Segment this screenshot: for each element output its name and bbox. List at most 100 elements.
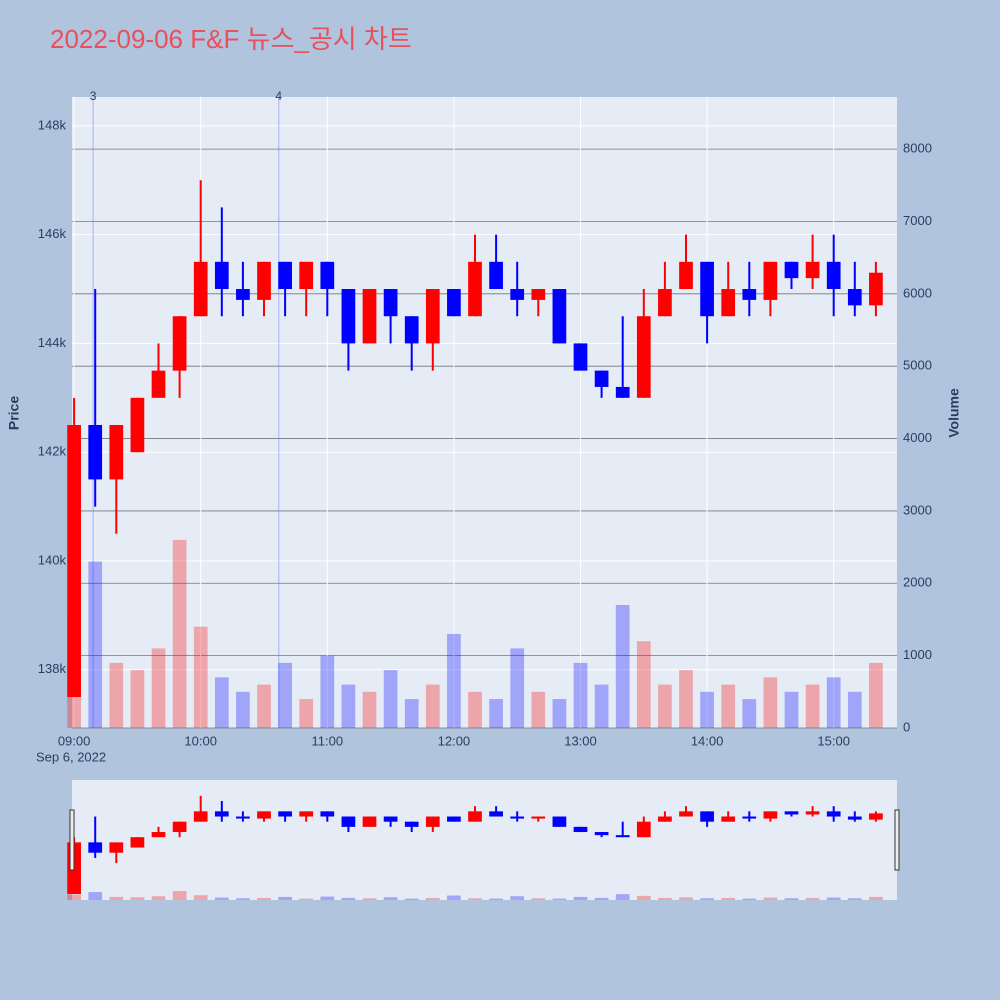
slider-volume-bar <box>320 896 335 900</box>
candle-body <box>742 289 757 300</box>
candle-body <box>679 261 693 290</box>
volume-bar <box>425 684 440 728</box>
volume-bar <box>236 691 250 728</box>
slider-candle-body <box>869 813 883 820</box>
candle-body <box>404 316 419 344</box>
volume-bar <box>193 626 208 728</box>
y-tick-label: 144k <box>38 335 67 350</box>
y2-tick-label: 5000 <box>903 358 932 373</box>
y2-tick-label: 2000 <box>903 575 932 590</box>
volume-bar <box>109 662 124 728</box>
volume-bar <box>172 539 187 728</box>
slider-volume-bar <box>805 897 820 900</box>
slider-candle-body <box>130 837 145 848</box>
slider-handle[interactable] <box>894 809 900 871</box>
slider-volume-bar <box>257 897 271 900</box>
slider-candle-body <box>510 816 525 819</box>
slider-candle-body <box>489 811 503 817</box>
volume-bar <box>489 699 503 728</box>
volume-bar <box>214 677 229 728</box>
slider-volume-bar <box>658 897 672 900</box>
y2-tick-label: 8000 <box>903 141 932 156</box>
volume-bar <box>552 699 567 728</box>
volume-bar <box>362 691 377 728</box>
slider-volume-bar <box>847 898 862 900</box>
volume-bar <box>784 691 799 728</box>
volume-bar <box>383 670 398 728</box>
slider-candle-body <box>404 821 419 827</box>
slider-volume-bar <box>383 897 398 900</box>
slider-candle-body <box>278 811 292 817</box>
slider-volume-bar <box>109 896 124 900</box>
annotation-text: 4 <box>275 89 282 103</box>
candle-body <box>193 261 208 317</box>
x-date-label: Sep 6, 2022 <box>36 749 106 764</box>
slider-candle-body <box>615 835 630 838</box>
candle-body <box>658 289 672 317</box>
volume-bar <box>763 677 778 728</box>
candle-body <box>489 261 503 290</box>
x-tick-label: 09:00 <box>58 733 91 748</box>
volume-bar <box>257 684 271 728</box>
candle-body <box>510 289 525 300</box>
volume-bar <box>468 691 482 728</box>
volume-bar <box>700 691 714 728</box>
volume-bar <box>510 648 525 728</box>
chart-title: 2022-09-06 F&F 뉴스_공시 차트 <box>50 24 412 54</box>
slider-volume-bar <box>172 891 187 900</box>
annotation-text: 3 <box>90 89 97 103</box>
candle-body <box>636 316 651 398</box>
slider-volume-bar <box>573 896 588 900</box>
slider-candle-body <box>109 842 124 853</box>
slider-candle-body <box>88 842 103 853</box>
slider-candle-body <box>721 816 736 822</box>
x-tick-label: 14:00 <box>691 733 724 748</box>
candle-body <box>826 261 841 290</box>
candle-body <box>362 289 377 344</box>
candle-body <box>130 397 145 453</box>
slider-volume-bar <box>88 892 103 900</box>
volume-bar <box>658 684 672 728</box>
volume-bar <box>341 684 356 728</box>
volume-bar <box>531 691 546 728</box>
slider-volume-bar <box>362 898 377 900</box>
volume-bar <box>679 670 693 728</box>
slider-candle-body <box>531 816 546 819</box>
slider-volume-bar <box>594 897 609 900</box>
candle-body <box>88 425 103 480</box>
candle-body <box>700 261 714 317</box>
slider-candle-body <box>658 816 672 822</box>
slider-handle[interactable] <box>69 809 75 871</box>
slider-candle-body <box>257 811 271 819</box>
y-tick-label: 148k <box>38 117 67 132</box>
slider-candle-body <box>784 811 799 815</box>
slider-candle-body <box>826 811 841 817</box>
slider-candle-body <box>425 816 440 827</box>
volume-bar <box>869 662 883 728</box>
candle-body <box>805 261 820 279</box>
range-slider[interactable] <box>72 780 897 900</box>
slider-volume-bar <box>742 898 757 900</box>
slider-volume-bar <box>468 898 482 900</box>
slider-candle-body <box>236 816 250 819</box>
volume-bar <box>573 662 588 728</box>
slider-candle-body <box>573 826 588 833</box>
slider-volume-bar <box>425 897 440 900</box>
slider-volume-bar <box>130 897 145 900</box>
y-tick-label: 146k <box>38 226 67 241</box>
candle-body <box>531 289 546 300</box>
slider-volume-bar <box>67 894 81 900</box>
volume-bar <box>299 699 314 728</box>
volume-bar <box>320 655 335 728</box>
slider-candle-body <box>594 832 609 836</box>
candle-body <box>847 289 862 306</box>
slider-candle-body <box>320 811 335 817</box>
slider-volume-bar <box>404 898 419 900</box>
y2-tick-label: 0 <box>903 719 910 734</box>
slider-candle-body <box>742 816 757 819</box>
volume-bar <box>404 699 419 728</box>
x-tick-label: 13:00 <box>564 733 597 748</box>
x-tick-label: 15:00 <box>817 733 850 748</box>
volume-bar <box>826 677 841 728</box>
candle-body <box>320 261 335 290</box>
